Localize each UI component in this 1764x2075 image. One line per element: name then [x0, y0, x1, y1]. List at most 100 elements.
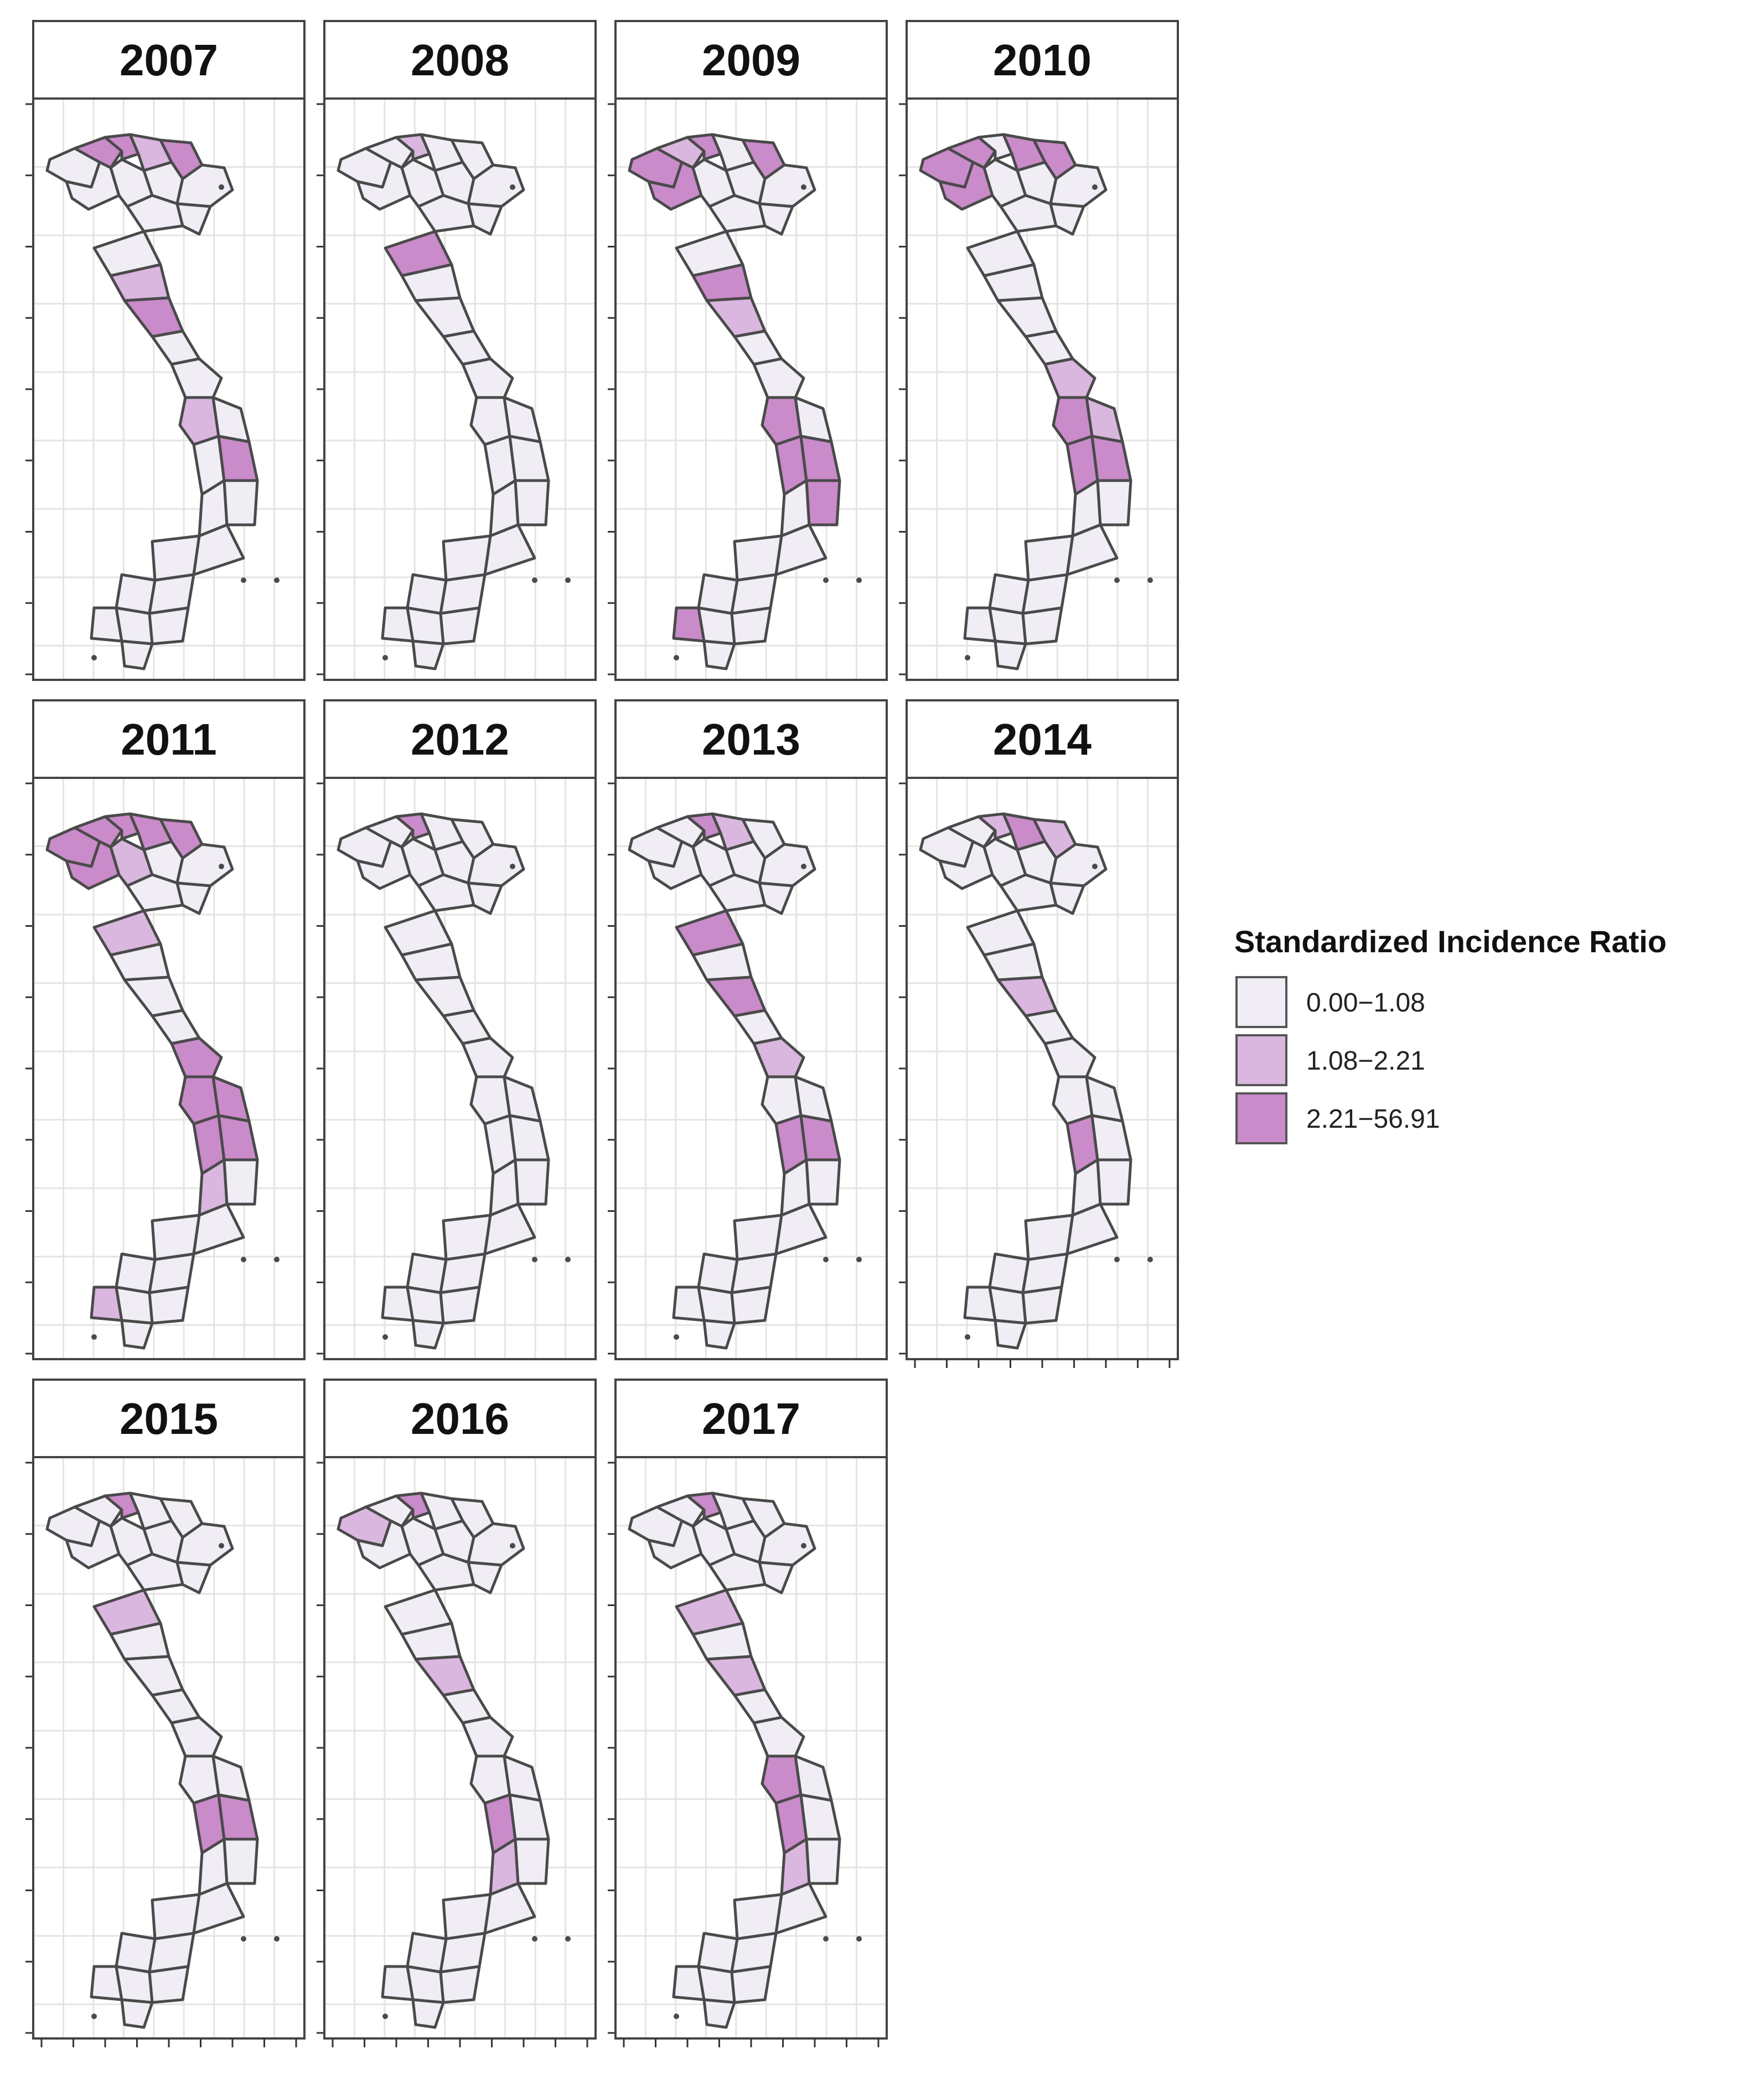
province-region	[439, 1286, 481, 1325]
island-dot	[241, 1936, 246, 1942]
map-area	[25, 1456, 306, 2047]
panel-border	[32, 97, 306, 681]
province-region	[483, 523, 536, 576]
province-region	[483, 1882, 536, 1935]
island-dot	[274, 1936, 280, 1942]
island-dot	[532, 1936, 537, 1942]
island-dot	[823, 1257, 829, 1262]
island-dot	[510, 184, 515, 190]
province-region	[406, 1965, 445, 2004]
province-region	[115, 1965, 154, 2004]
panel-strip	[906, 20, 1179, 100]
legend-swatch	[1235, 1034, 1287, 1086]
province-region	[115, 1286, 154, 1325]
map-area	[317, 777, 597, 1360]
island-dot	[856, 1257, 862, 1262]
legend: Standardized Incidence Ratio 0.00−1.08 1.0…	[1234, 924, 1667, 1144]
province-region	[115, 606, 154, 646]
panel-strip	[323, 20, 597, 100]
legend-label: 2.21−56.91	[1306, 1104, 1440, 1134]
panel-title: 2015	[120, 1394, 218, 1443]
island-dot	[510, 1543, 515, 1548]
province-region	[702, 1998, 736, 2029]
province-region	[686, 1491, 722, 1520]
province-region	[467, 1561, 503, 1594]
panel-2008: 2008	[317, 20, 597, 681]
island-dot	[1092, 864, 1098, 869]
province-region	[655, 136, 706, 169]
panel-2010: 2010	[899, 20, 1179, 681]
island-dot	[1092, 184, 1098, 190]
panel-title: 2013	[702, 715, 800, 764]
legend-swatch	[1235, 1092, 1287, 1144]
province-region	[774, 1202, 827, 1256]
panel-strip	[32, 1379, 306, 1458]
island-dot	[274, 577, 280, 583]
province-region	[1021, 606, 1063, 646]
province-region	[192, 1202, 245, 1256]
island-dot	[965, 655, 970, 660]
province-region	[406, 606, 445, 646]
island-dot	[91, 2014, 97, 2019]
province-region	[395, 133, 431, 161]
panel-title: 2012	[411, 715, 509, 764]
panel-strip	[32, 20, 306, 100]
province-region	[1021, 1286, 1063, 1325]
province-region	[364, 815, 415, 849]
province-region	[805, 479, 841, 527]
map-area	[317, 1456, 597, 2047]
panel-strip	[614, 1379, 888, 1458]
province-region	[120, 639, 154, 670]
province-region	[175, 1561, 212, 1594]
province-region	[752, 1036, 805, 1078]
island-dot	[823, 1936, 829, 1942]
province-region	[439, 606, 481, 646]
panel-border	[906, 97, 1179, 681]
province-region	[946, 815, 997, 849]
island-dot	[674, 1334, 679, 1340]
province-region	[514, 479, 550, 527]
legend-label: 1.08−2.21	[1306, 1046, 1425, 1076]
province-region	[148, 1965, 190, 2004]
panel-title: 2008	[411, 35, 509, 85]
province-region	[1049, 202, 1085, 236]
province-region	[461, 1036, 514, 1078]
island-dot	[219, 184, 224, 190]
province-region	[175, 881, 212, 915]
province-region	[697, 1286, 736, 1325]
province-region	[1065, 523, 1119, 576]
island-dot	[274, 1257, 280, 1262]
panel-title: 2016	[411, 1394, 509, 1443]
province-region	[988, 1286, 1027, 1325]
province-region	[467, 202, 503, 236]
island-dot	[801, 184, 806, 190]
island-dot	[241, 1257, 246, 1262]
province-region	[977, 812, 1013, 840]
panel-title: 2011	[121, 715, 217, 764]
legend-label: 0.00−1.08	[1306, 988, 1425, 1018]
province-region	[411, 1998, 445, 2029]
legend-title: Standardized Incidence Ratio	[1234, 924, 1667, 959]
province-region	[697, 606, 736, 646]
province-region	[697, 1965, 736, 2004]
province-region	[467, 881, 503, 915]
province-region	[1049, 881, 1085, 915]
province-region	[805, 1158, 841, 1206]
province-region	[73, 1494, 123, 1528]
province-region	[104, 812, 140, 840]
panel-border	[323, 97, 597, 681]
map-area	[25, 777, 306, 1360]
island-dot	[856, 577, 862, 583]
province-region	[730, 1965, 772, 2004]
panel-strip	[32, 699, 306, 779]
province-region	[702, 639, 736, 670]
province-region	[73, 815, 123, 849]
province-region	[805, 1837, 841, 1885]
island-dot	[801, 1543, 806, 1548]
province-region	[406, 1286, 445, 1325]
province-region	[752, 357, 805, 399]
panel-border	[614, 97, 888, 681]
province-region	[774, 1882, 827, 1935]
island-dot	[1147, 577, 1153, 583]
